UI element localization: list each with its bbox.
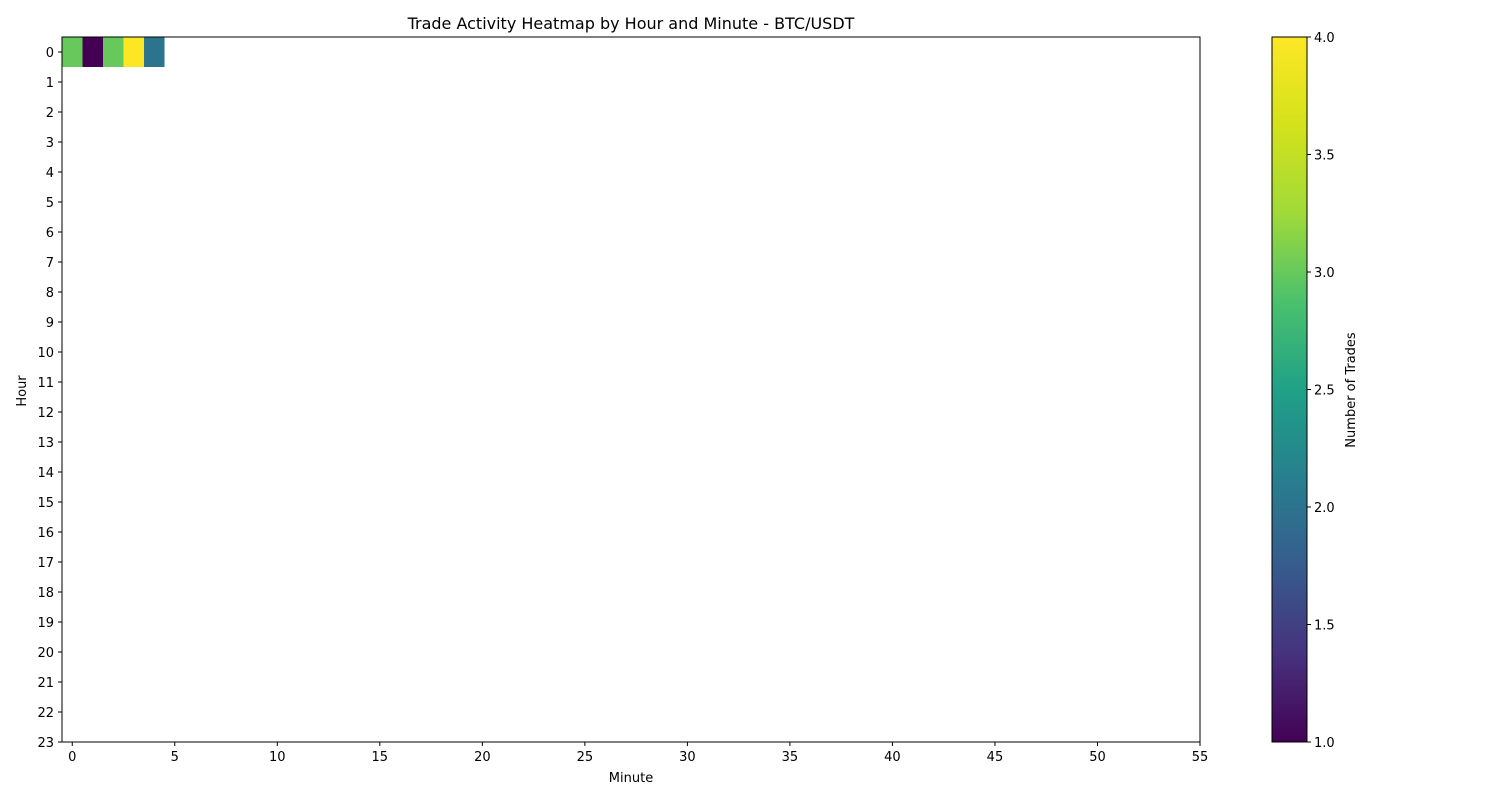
x-tick-label: 15: [372, 750, 389, 765]
x-tick-label: 50: [1089, 750, 1106, 765]
colorbar-label: Number of Trades: [1344, 332, 1359, 448]
x-tick-label: 45: [987, 750, 1004, 765]
colorbar-tick-label: 4.0: [1314, 31, 1335, 46]
y-tick-label: 0: [46, 46, 54, 61]
x-axis-ticks: 0 5 10 15 20 25 30 35 40 45 50 55: [68, 742, 1208, 765]
y-axis-title: Hour: [15, 375, 30, 407]
colorbar-tick-label: 3.0: [1314, 266, 1335, 281]
colorbar-tick-label: 3.5: [1314, 149, 1335, 164]
y-tick-label: 15: [37, 496, 54, 511]
y-tick-label: 10: [37, 346, 54, 361]
colorbar-tick-label: 2.0: [1314, 501, 1335, 516]
heatmap-cells: [62, 37, 165, 67]
plot-area-frame: [61, 36, 1201, 743]
colorbar-tick-label: 1.0: [1314, 736, 1335, 751]
y-tick-label: 21: [37, 676, 54, 691]
colorbar-ticks: 1.0 1.5 2.0 2.5 3.0 3.5 4.0: [1307, 31, 1335, 751]
y-tick-label: 9: [46, 316, 54, 331]
y-tick-label: 20: [37, 646, 54, 661]
y-tick-label: 7: [46, 256, 54, 271]
y-tick-label: 23: [37, 736, 54, 751]
heatmap-cell: [62, 37, 83, 67]
x-tick-label: 10: [269, 750, 286, 765]
x-tick-label: 0: [68, 750, 76, 765]
x-tick-label: 5: [171, 750, 179, 765]
colorbar-tick-label: 2.5: [1314, 384, 1335, 399]
y-tick-label: 4: [46, 166, 54, 181]
y-tick-label: 14: [37, 466, 54, 481]
heatmap-cell: [144, 37, 165, 67]
y-tick-label: 17: [37, 556, 54, 571]
x-tick-label: 55: [1192, 750, 1209, 765]
y-tick-label: 3: [46, 136, 54, 151]
chart-title: Trade Activity Heatmap by Hour and Minut…: [407, 14, 855, 33]
y-tick-label: 1: [46, 76, 54, 91]
y-tick-label: 8: [46, 286, 54, 301]
y-tick-label: 16: [37, 526, 54, 541]
heatmap-cell: [103, 37, 124, 67]
x-axis-title: Minute: [609, 771, 653, 786]
heatmap-cell: [123, 37, 145, 67]
x-tick-label: 30: [679, 750, 696, 765]
y-tick-label: 5: [46, 196, 54, 211]
heatmap-cell: [82, 37, 104, 67]
y-tick-label: 2: [46, 106, 54, 121]
y-tick-label: 19: [37, 616, 54, 631]
y-tick-label: 13: [37, 436, 54, 451]
y-tick-label: 12: [37, 406, 54, 421]
y-tick-label: 6: [46, 226, 54, 241]
y-tick-label: 11: [37, 376, 54, 391]
y-tick-label: 22: [37, 706, 54, 721]
x-tick-label: 40: [884, 750, 901, 765]
x-tick-label: 20: [474, 750, 491, 765]
x-tick-label: 25: [577, 750, 594, 765]
colorbar-tick-label: 1.5: [1314, 619, 1335, 634]
y-tick-label: 18: [37, 586, 54, 601]
colorbar: [1271, 36, 1308, 743]
x-tick-label: 35: [782, 750, 799, 765]
